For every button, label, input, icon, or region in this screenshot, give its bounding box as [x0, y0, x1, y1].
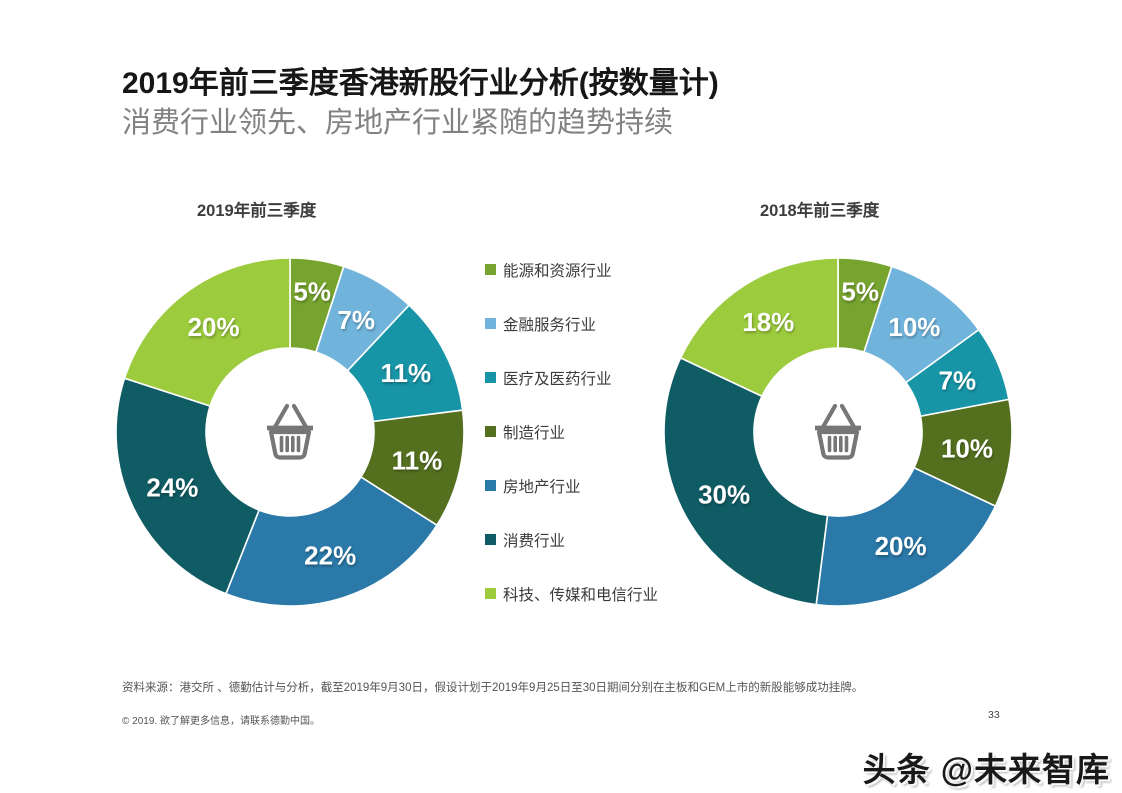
legend-swatch: [485, 426, 496, 437]
legend-label: 消费行业: [503, 532, 566, 550]
slice-label: 7%: [939, 365, 977, 395]
legend-item: 制造行业: [485, 423, 685, 442]
legend-label: 房地产行业: [503, 478, 581, 496]
legend-swatch: [485, 318, 496, 329]
donut-slice: [123, 257, 291, 408]
slice-label: 24%: [146, 472, 198, 502]
slice-label: 20%: [188, 312, 240, 342]
legend-swatch: [485, 264, 496, 275]
legend-swatch: [485, 588, 496, 599]
legend-item: 能源和资源行业: [485, 261, 685, 280]
slice-label: 20%: [875, 531, 927, 561]
slice-label: 30%: [698, 480, 750, 510]
legend-label: 科技、传媒和电信行业: [503, 586, 659, 604]
legend-item: 房地产行业: [485, 477, 685, 496]
slice-label: 10%: [941, 433, 993, 463]
legend-swatch: [485, 534, 496, 545]
shopping-basket-icon: [815, 403, 861, 460]
donut-chart-2018: 5% 10% 7% 10% 20% 30% 18%: [663, 257, 1013, 607]
slice-label: 11%: [380, 358, 431, 388]
chart-title-2019: 2019年前三季度: [197, 202, 317, 220]
page-subtitle: 消费行业领先、房地产行业紧随的趋势持续: [122, 107, 674, 139]
slice-label: 18%: [742, 307, 794, 337]
donut-slice: [224, 475, 439, 607]
page-title: 2019年前三季度香港新股行业分析(按数量计): [122, 67, 719, 100]
shopping-basket-icon: [267, 403, 313, 460]
legend-item: 科技、传媒和电信行业: [485, 585, 685, 604]
legend: 能源和资源行业 金融服务行业 医疗及医药行业 制造行业房地产行业消费行业科技、传媒和电…: [485, 261, 685, 639]
legend-label: 金融服务行业: [503, 316, 597, 334]
slice-label: 5%: [841, 277, 879, 307]
donut-slice: [115, 377, 261, 595]
legend-label: 医疗及医药行业: [503, 370, 612, 388]
legend-item: 消费行业: [485, 531, 685, 550]
chart-title-2018: 2018年前三季度: [760, 202, 880, 220]
legend-item: 金融服务行业: [485, 315, 685, 334]
watermark: 头条 @未来智库: [862, 751, 1110, 788]
slice-label: 11%: [392, 445, 443, 475]
source-note: 资料来源：港交所 、德勤估计与分析，截至2019年9月30日，假设计划于2019…: [122, 682, 864, 694]
donut-slice: [679, 257, 839, 398]
donut-slice: [663, 356, 829, 606]
legend-item: 医疗及医药行业: [485, 369, 685, 388]
legend-swatch: [485, 372, 496, 383]
donut-slice: [815, 466, 997, 607]
slice-label: 10%: [888, 312, 940, 342]
legend-swatch: [485, 480, 496, 491]
legend-label: 能源和资源行业: [503, 262, 612, 280]
slice-label: 5%: [293, 277, 331, 307]
page-number: 33: [988, 709, 1000, 721]
slice-label: 22%: [304, 541, 356, 571]
donut-chart-2019: 5%7%11%11%22%24%20%: [115, 257, 465, 607]
footer-copyright: © 2019. 欲了解更多信息，请联系德勤中国。: [122, 716, 320, 727]
legend-label: 制造行业: [503, 424, 566, 442]
slice-label: 7%: [337, 305, 375, 335]
